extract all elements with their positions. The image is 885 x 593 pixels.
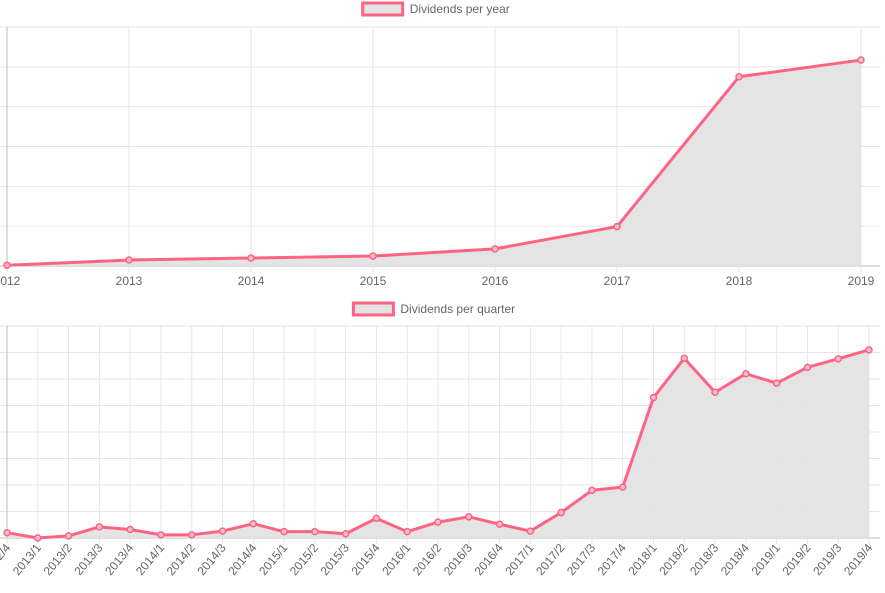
x-tick-label: 2014/1 <box>133 541 168 578</box>
x-tick-label: 2013/1 <box>10 541 45 578</box>
data-point <box>742 369 750 378</box>
data-point <box>803 363 812 372</box>
x-tick-label: 2015/2 <box>287 541 322 578</box>
data-point <box>372 514 381 523</box>
data-point <box>249 519 258 528</box>
legend-swatch <box>351 301 395 317</box>
data-point <box>857 56 865 64</box>
data-point <box>280 527 288 536</box>
data-point <box>247 254 255 262</box>
legend-label: Dividends per quarter <box>400 302 515 316</box>
data-point <box>341 530 350 538</box>
x-tick-label: 2018/1 <box>625 541 660 578</box>
data-point <box>495 520 504 528</box>
x-tick-label: 2013 <box>116 274 143 288</box>
data-point <box>311 527 319 536</box>
data-point <box>526 527 535 535</box>
data-point <box>649 393 658 402</box>
data-point <box>218 527 227 535</box>
data-point <box>735 73 743 81</box>
x-tick-label: 2013/2 <box>41 541 76 578</box>
x-tick-label: 2018 <box>726 274 753 288</box>
x-tick-label: 2016/1 <box>379 541 414 578</box>
data-point <box>834 355 842 363</box>
data-point <box>491 245 499 253</box>
data-point <box>613 222 621 231</box>
data-point <box>369 252 377 260</box>
x-tick-label: 2018/2 <box>656 541 691 578</box>
data-point <box>588 486 596 495</box>
data-point <box>434 518 442 526</box>
x-tick-label: 2019/3 <box>810 541 845 578</box>
x-tick-label: 2017/4 <box>595 541 630 578</box>
x-tick-label: 2014/3 <box>194 541 229 578</box>
x-tick-label: 2015/1 <box>256 541 291 578</box>
data-point <box>95 523 104 531</box>
x-tick-label: 2017 <box>604 274 631 288</box>
data-point <box>403 527 411 536</box>
x-tick-label: 2018/4 <box>718 541 753 578</box>
data-point <box>711 388 719 396</box>
data-point <box>126 525 134 534</box>
data-point <box>34 534 42 542</box>
chart-1: Dividends per year 2012 2013 2014 2015 2016 20… <box>0 1 880 288</box>
data-point <box>157 531 165 539</box>
x-tick-label: 2013/4 <box>102 541 137 578</box>
x-tick-label: 2015/3 <box>318 541 353 578</box>
x-tick-label: 2016 <box>482 274 509 288</box>
data-point <box>557 508 565 517</box>
x-tick-label: 2019/1 <box>749 541 784 578</box>
x-tick-label: 2015 <box>360 274 387 288</box>
x-tick-label: 2018/3 <box>687 541 722 578</box>
x-tick-label: 2017/2 <box>533 541 568 578</box>
x-tick-label: 2017/3 <box>564 541 599 578</box>
data-point <box>618 483 627 491</box>
area-fill <box>7 60 861 266</box>
series-line <box>6 58 862 267</box>
x-tick-label: 2016/4 <box>472 541 507 578</box>
legend: Dividends per year <box>361 1 510 17</box>
legend-label: Dividends per year <box>410 2 510 16</box>
legend-swatch <box>361 1 405 17</box>
x-tick-label: 2016/3 <box>441 541 476 578</box>
data-point <box>187 531 196 539</box>
x-tick-label: 2019/4 <box>841 541 876 578</box>
x-tick-label: 2015/4 <box>348 541 383 578</box>
data-point <box>3 261 11 269</box>
x-tick-label: 2017/1 <box>502 541 537 578</box>
x-tick-label: 2016/2 <box>410 541 445 578</box>
legend: Dividends per quarter <box>351 301 515 317</box>
x-tick-label: 2014 <box>238 274 265 288</box>
data-point <box>125 256 133 264</box>
x-tick-label: 2019 <box>848 274 875 288</box>
x-tick-label: 2012 <box>0 274 21 288</box>
data-point <box>865 346 873 354</box>
x-tick-label: 2013/3 <box>71 541 106 578</box>
x-tick-label: 2019/2 <box>779 541 814 578</box>
x-tick-label: 2014/2 <box>164 541 199 578</box>
data-point <box>680 354 689 363</box>
x-tick-label: 2014/4 <box>225 541 260 578</box>
data-point <box>64 532 73 540</box>
area-fill <box>7 349 869 538</box>
data-point <box>465 513 473 521</box>
data-point <box>772 379 781 387</box>
x-tick-label: 2012/4 <box>0 541 14 578</box>
data-point <box>3 528 11 537</box>
chart-2: Dividends per quarter2012/42013/12013/22… <box>0 301 880 578</box>
